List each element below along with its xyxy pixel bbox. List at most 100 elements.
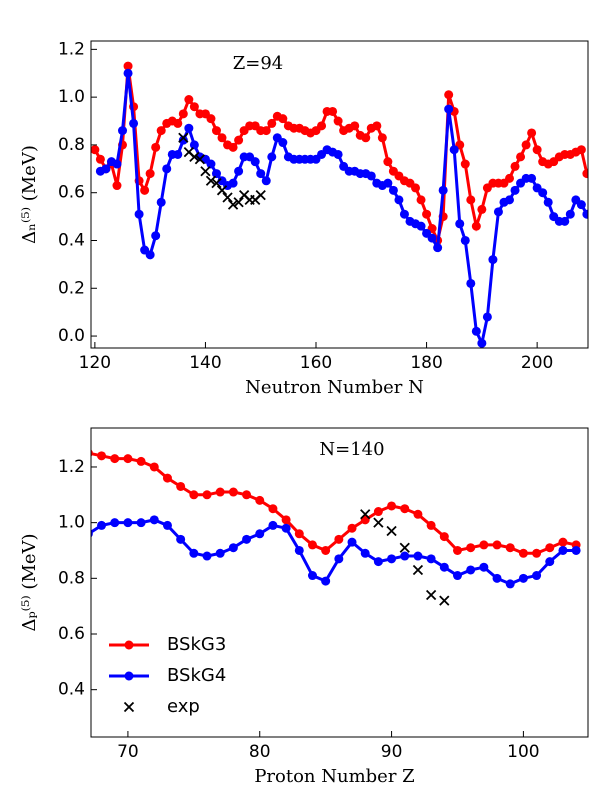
marker bbox=[162, 520, 172, 530]
exp-marker bbox=[373, 517, 384, 528]
marker bbox=[189, 548, 199, 558]
marker bbox=[256, 169, 266, 179]
marker bbox=[400, 504, 410, 514]
marker bbox=[505, 579, 515, 589]
marker bbox=[189, 102, 199, 112]
marker bbox=[333, 149, 343, 159]
marker bbox=[156, 126, 166, 136]
marker bbox=[477, 338, 487, 348]
marker bbox=[510, 185, 520, 195]
y-tick-label: 1.0 bbox=[58, 87, 85, 107]
marker bbox=[400, 551, 410, 561]
marker bbox=[156, 197, 166, 207]
marker bbox=[228, 178, 238, 188]
marker bbox=[387, 554, 397, 564]
marker bbox=[129, 118, 139, 128]
marker bbox=[151, 142, 161, 152]
marker bbox=[466, 195, 476, 205]
marker bbox=[321, 545, 331, 555]
series-line bbox=[91, 452, 577, 555]
marker bbox=[439, 562, 449, 572]
exp-marker bbox=[211, 178, 222, 189]
marker bbox=[242, 534, 252, 544]
legend-label: BSkG3 bbox=[167, 634, 226, 655]
marker bbox=[176, 481, 186, 491]
marker bbox=[471, 221, 481, 231]
exp-marker bbox=[189, 151, 200, 163]
y-tick-label: 0.6 bbox=[58, 624, 85, 644]
exp-marker bbox=[360, 509, 371, 520]
marker bbox=[373, 507, 383, 517]
y-axis-label: Δₚ⁽⁵⁾ (MeV) bbox=[19, 533, 40, 631]
x-tick-label: 70 bbox=[117, 742, 139, 762]
x-tick-label: 90 bbox=[381, 742, 403, 762]
marker bbox=[366, 171, 376, 181]
marker bbox=[202, 551, 212, 561]
marker bbox=[532, 571, 542, 581]
marker bbox=[460, 235, 470, 245]
legend-label: exp bbox=[167, 696, 200, 717]
x-tick-label: 140 bbox=[189, 353, 221, 373]
y-tick-label: 0.0 bbox=[58, 326, 85, 346]
marker bbox=[333, 116, 343, 126]
marker bbox=[334, 534, 344, 544]
marker bbox=[228, 487, 238, 497]
marker bbox=[97, 520, 107, 530]
marker bbox=[184, 95, 194, 105]
marker bbox=[184, 123, 194, 133]
marker bbox=[281, 515, 291, 525]
marker bbox=[466, 543, 476, 553]
marker bbox=[372, 121, 382, 131]
y-tick-label: 0.4 bbox=[58, 230, 85, 250]
marker bbox=[582, 209, 588, 219]
marker bbox=[527, 128, 537, 138]
marker bbox=[110, 518, 120, 528]
marker bbox=[449, 145, 459, 155]
marker bbox=[118, 126, 128, 136]
marker bbox=[479, 540, 489, 550]
y-axis-label: Δₙ⁽⁵⁾ (MeV) bbox=[19, 145, 40, 244]
marker bbox=[267, 118, 277, 128]
marker bbox=[427, 233, 437, 243]
marker bbox=[211, 126, 221, 136]
legend-label: BSkG4 bbox=[167, 665, 226, 686]
marker bbox=[518, 573, 528, 583]
marker bbox=[206, 159, 216, 169]
x-tick-label: 100 bbox=[507, 742, 539, 762]
exp-marker bbox=[233, 197, 244, 208]
marker bbox=[527, 173, 537, 183]
y-tick-label: 0.2 bbox=[58, 278, 85, 298]
y-tick-label: 1.0 bbox=[58, 513, 85, 533]
marker bbox=[350, 121, 360, 131]
marker bbox=[112, 181, 122, 191]
x-tick-label: 80 bbox=[249, 742, 271, 762]
series-line bbox=[91, 518, 577, 586]
marker bbox=[482, 312, 492, 322]
marker bbox=[101, 164, 111, 174]
marker bbox=[294, 545, 304, 555]
marker bbox=[268, 520, 278, 530]
marker bbox=[110, 454, 120, 464]
marker bbox=[532, 145, 542, 155]
marker bbox=[255, 495, 265, 505]
marker bbox=[112, 159, 122, 169]
marker bbox=[488, 255, 498, 265]
marker bbox=[307, 540, 317, 550]
marker bbox=[492, 573, 502, 583]
marker bbox=[173, 118, 183, 128]
marker bbox=[217, 133, 227, 143]
marker bbox=[545, 543, 555, 553]
marker bbox=[452, 545, 462, 555]
marker bbox=[228, 543, 238, 553]
x-tick-label: 120 bbox=[79, 353, 111, 373]
marker bbox=[261, 126, 271, 136]
marker bbox=[504, 173, 514, 183]
marker bbox=[328, 106, 338, 116]
marker bbox=[479, 562, 489, 572]
marker bbox=[215, 548, 225, 558]
marker bbox=[234, 166, 244, 176]
marker bbox=[399, 209, 409, 219]
marker bbox=[178, 135, 188, 145]
plot-area bbox=[91, 61, 588, 348]
